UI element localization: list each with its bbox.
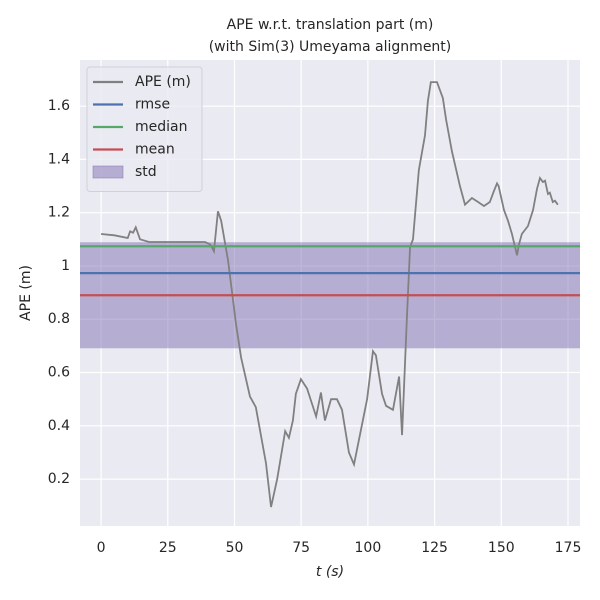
x-tick-label: 25	[159, 540, 177, 556]
x-tick-label: 0	[97, 540, 106, 556]
x-tick-label: 150	[488, 540, 515, 556]
x-tick-label: 100	[355, 540, 382, 556]
x-tick-label: 125	[421, 540, 448, 556]
chart-title: APE w.r.t. translation part (m)	[227, 17, 434, 33]
y-tick-label: 0.8	[48, 311, 70, 327]
chart-subtitle: (with Sim(3) Umeyama alignment)	[209, 39, 452, 55]
y-tick-label: 1.2	[48, 205, 70, 221]
x-axis-label: t (s)	[316, 564, 344, 580]
legend-label: median	[135, 119, 187, 135]
y-tick-label: 1	[61, 258, 70, 274]
y-tick-label: 1.4	[48, 151, 70, 167]
y-tick-label: 1.6	[48, 98, 70, 114]
ape-line	[100, 81, 559, 508]
y-tick-label: 0.2	[48, 471, 70, 487]
legend-label: APE (m)	[135, 74, 191, 90]
x-tick-label: 50	[226, 540, 244, 556]
legend-box	[86, 66, 203, 192]
legend-label: std	[135, 164, 157, 180]
y-tick-label: 0.6	[48, 365, 70, 381]
legend-label: rmse	[135, 97, 170, 113]
y-tick-label: 0.4	[48, 418, 70, 434]
legend-swatch	[92, 165, 124, 179]
x-tick-label: 175	[555, 540, 582, 556]
legend-label: mean	[135, 142, 175, 158]
x-tick-label: 75	[292, 540, 310, 556]
y-axis-label: APE (m)	[18, 265, 34, 321]
